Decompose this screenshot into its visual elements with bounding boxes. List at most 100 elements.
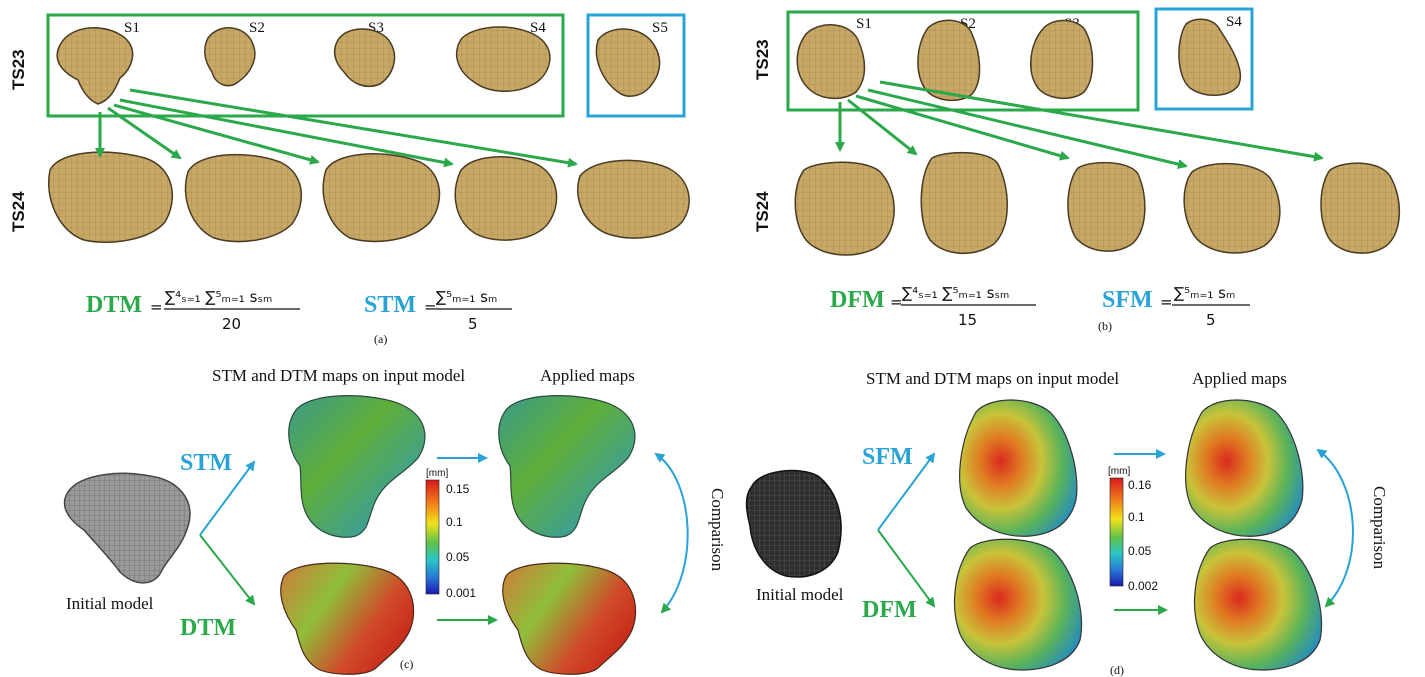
dtm-label-c: DTM bbox=[180, 615, 236, 641]
branch-arrow-sfm bbox=[877, 452, 936, 531]
femur-model-ts24-4 bbox=[1183, 162, 1281, 254]
talus-model-ts23-s5 bbox=[595, 28, 661, 97]
arrow-b-4 bbox=[867, 88, 1188, 170]
initial-talus-model bbox=[63, 472, 191, 584]
sample-label-s2: S2 bbox=[249, 20, 265, 36]
colorbar-tick-c-4: 0.001 bbox=[446, 586, 476, 600]
dtm-formula-name: DTM bbox=[86, 292, 142, 318]
arrow-b-5 bbox=[879, 80, 1324, 162]
talus-model-ts23-s2 bbox=[204, 27, 256, 87]
sfm-numerator: ∑⁵ₘ₌₁ sₘ bbox=[1174, 284, 1235, 302]
femur-model-ts24-1 bbox=[794, 161, 895, 256]
sample-label-s1: S1 bbox=[856, 16, 872, 32]
panel-d-header-right: Applied maps bbox=[1192, 369, 1287, 388]
colorbar-tick-c-3: 0.05 bbox=[446, 550, 470, 564]
initial-model-label-c: Initial model bbox=[66, 594, 154, 613]
talus-model-ts23-s4 bbox=[455, 26, 551, 92]
sample-label-s4: S4 bbox=[530, 20, 546, 36]
femur-model-ts23-s4 bbox=[1178, 18, 1242, 96]
dtm-numerator: ∑⁴ₛ₌₁ ∑⁵ₘ₌₁ sₛₘ bbox=[165, 288, 272, 306]
initial-model-label-d: Initial model bbox=[756, 585, 844, 604]
sample-label-s5: S5 bbox=[652, 20, 668, 36]
dtm-map-model bbox=[280, 562, 415, 675]
caption-b: (b) bbox=[1098, 319, 1112, 333]
stm-equals-sign: = bbox=[424, 298, 437, 316]
colorbar-unit-c: [mm] bbox=[426, 468, 448, 479]
talus-model-ts24-5 bbox=[577, 159, 690, 239]
femur-model-ts23-s1 bbox=[796, 24, 866, 100]
colorbar-c bbox=[425, 479, 440, 595]
caption-d: (d) bbox=[1110, 663, 1124, 677]
dfm-formula-name: DFM bbox=[830, 287, 885, 313]
dfm-map-model bbox=[953, 538, 1083, 671]
dfm-numerator: ∑⁴ₛ₌₁ ∑⁵ₘ₌₁ sₛₘ bbox=[902, 284, 1009, 302]
arrow-a-5 bbox=[129, 88, 578, 168]
sfm-label-d: SFM bbox=[862, 444, 913, 470]
colorbar-tick-c-1: 0.15 bbox=[446, 482, 470, 496]
sample-label-s1: S1 bbox=[124, 20, 140, 36]
panel-d: STM and DTM maps on input model Applied … bbox=[745, 369, 1389, 677]
sample-label-s4: S4 bbox=[1226, 14, 1242, 30]
arrow-a-4 bbox=[119, 98, 454, 168]
talus-model-ts24-1 bbox=[48, 151, 173, 243]
sfm-formula-name: SFM bbox=[1102, 287, 1153, 313]
dfm-denominator: 15 bbox=[958, 311, 977, 329]
caption-a: (a) bbox=[374, 332, 387, 346]
stm-label-c: STM bbox=[180, 450, 232, 476]
talus-model-ts23-s1 bbox=[56, 27, 134, 105]
panel-b: TS23 TS24 S1 S2 S3 S4 DFM = ∑⁴ₛ₌₁ ∑⁵ₘ₌₁ … bbox=[753, 7, 1400, 333]
applied-stm-model bbox=[498, 395, 636, 538]
sfm-denominator: 5 bbox=[1206, 311, 1216, 329]
arrow-a-2 bbox=[107, 106, 182, 160]
talus-model-ts24-4 bbox=[454, 156, 558, 241]
colorbar-tick-d-2: 0.1 bbox=[1128, 510, 1145, 524]
colorbar-tick-d-1: 0.16 bbox=[1128, 478, 1152, 492]
arrow-a-3 bbox=[113, 103, 320, 165]
femur-model-ts23-s3 bbox=[1030, 19, 1094, 100]
panel-a-arrows bbox=[95, 88, 578, 168]
talus-model-ts24-2 bbox=[184, 153, 303, 243]
applied-sfm-model bbox=[1185, 399, 1304, 537]
dtm-equals-sign: = bbox=[150, 298, 163, 316]
sfm-equals-sign: = bbox=[1160, 293, 1173, 311]
panel-c: STM and DTM maps on input model Applied … bbox=[63, 366, 727, 675]
colorbar-d bbox=[1109, 477, 1124, 587]
row-label-ts24: TS24 bbox=[9, 191, 28, 232]
branch-arrow-stm bbox=[199, 460, 256, 536]
dynamic-group-box bbox=[786, 10, 1140, 112]
stm-numerator: ∑⁵ₘ₌₁ sₘ bbox=[436, 288, 497, 306]
row-label-ts24: TS24 bbox=[753, 191, 772, 232]
femur-model-ts24-2 bbox=[920, 151, 1008, 255]
femur-model-ts23-s2 bbox=[917, 19, 981, 102]
femur-model-ts24-3 bbox=[1067, 161, 1146, 252]
static-group-box bbox=[586, 13, 686, 118]
dtm-denominator: 20 bbox=[222, 315, 241, 333]
sfm-map-model bbox=[959, 399, 1078, 537]
dfm-equals-sign: = bbox=[890, 293, 903, 311]
row-label-ts23: TS23 bbox=[9, 49, 28, 90]
comparison-arrow-d bbox=[1316, 448, 1354, 608]
applied-dtm-model bbox=[502, 562, 637, 675]
panel-d-header-left: STM and DTM maps on input model bbox=[866, 369, 1119, 388]
femur-model-ts24-5 bbox=[1320, 162, 1400, 254]
initial-femur-model bbox=[745, 469, 842, 578]
talus-model-ts24-3 bbox=[322, 153, 441, 243]
row-label-ts23: TS23 bbox=[753, 39, 772, 80]
panel-a: TS23 TS24 S1 S2 S3 S4 S5 DTM = ∑⁴ bbox=[9, 13, 690, 346]
arrow-b-2 bbox=[847, 98, 918, 156]
comparison-arrow-c bbox=[654, 452, 689, 614]
colorbar-tick-d-4: 0.002 bbox=[1128, 579, 1158, 593]
colorbar-tick-d-3: 0.05 bbox=[1128, 544, 1152, 558]
talus-model-ts23-s3 bbox=[333, 28, 396, 88]
panel-c-header-right: Applied maps bbox=[540, 366, 635, 385]
static-group-box bbox=[1154, 7, 1254, 111]
comparison-label-d: Comparison bbox=[1370, 486, 1389, 570]
comparison-label-c: Comparison bbox=[708, 488, 727, 572]
colorbar-unit-d: [mm] bbox=[1108, 466, 1130, 477]
branch-arrow-dtm bbox=[199, 534, 256, 606]
applied-dfm-model bbox=[1193, 538, 1323, 671]
stm-formula-name: STM bbox=[364, 292, 416, 318]
panel-c-header-left: STM and DTM maps on input model bbox=[212, 366, 465, 385]
stm-map-model bbox=[288, 395, 426, 538]
dynamic-group-box bbox=[46, 13, 565, 118]
